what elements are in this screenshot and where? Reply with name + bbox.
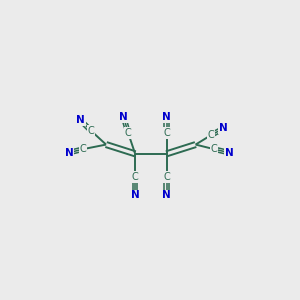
Text: N: N <box>219 123 228 134</box>
Text: N: N <box>162 112 171 122</box>
Text: N: N <box>64 148 73 158</box>
Text: C: C <box>88 126 94 136</box>
Text: N: N <box>131 190 140 200</box>
Text: C: C <box>80 144 86 154</box>
Text: C: C <box>163 172 170 182</box>
Text: C: C <box>211 144 217 154</box>
Text: N: N <box>76 115 85 125</box>
Text: C: C <box>207 130 214 140</box>
Text: C: C <box>163 128 170 138</box>
Text: N: N <box>119 112 128 122</box>
Text: N: N <box>162 190 171 200</box>
Text: N: N <box>225 148 234 158</box>
Text: C: C <box>132 172 139 182</box>
Text: C: C <box>125 128 132 138</box>
